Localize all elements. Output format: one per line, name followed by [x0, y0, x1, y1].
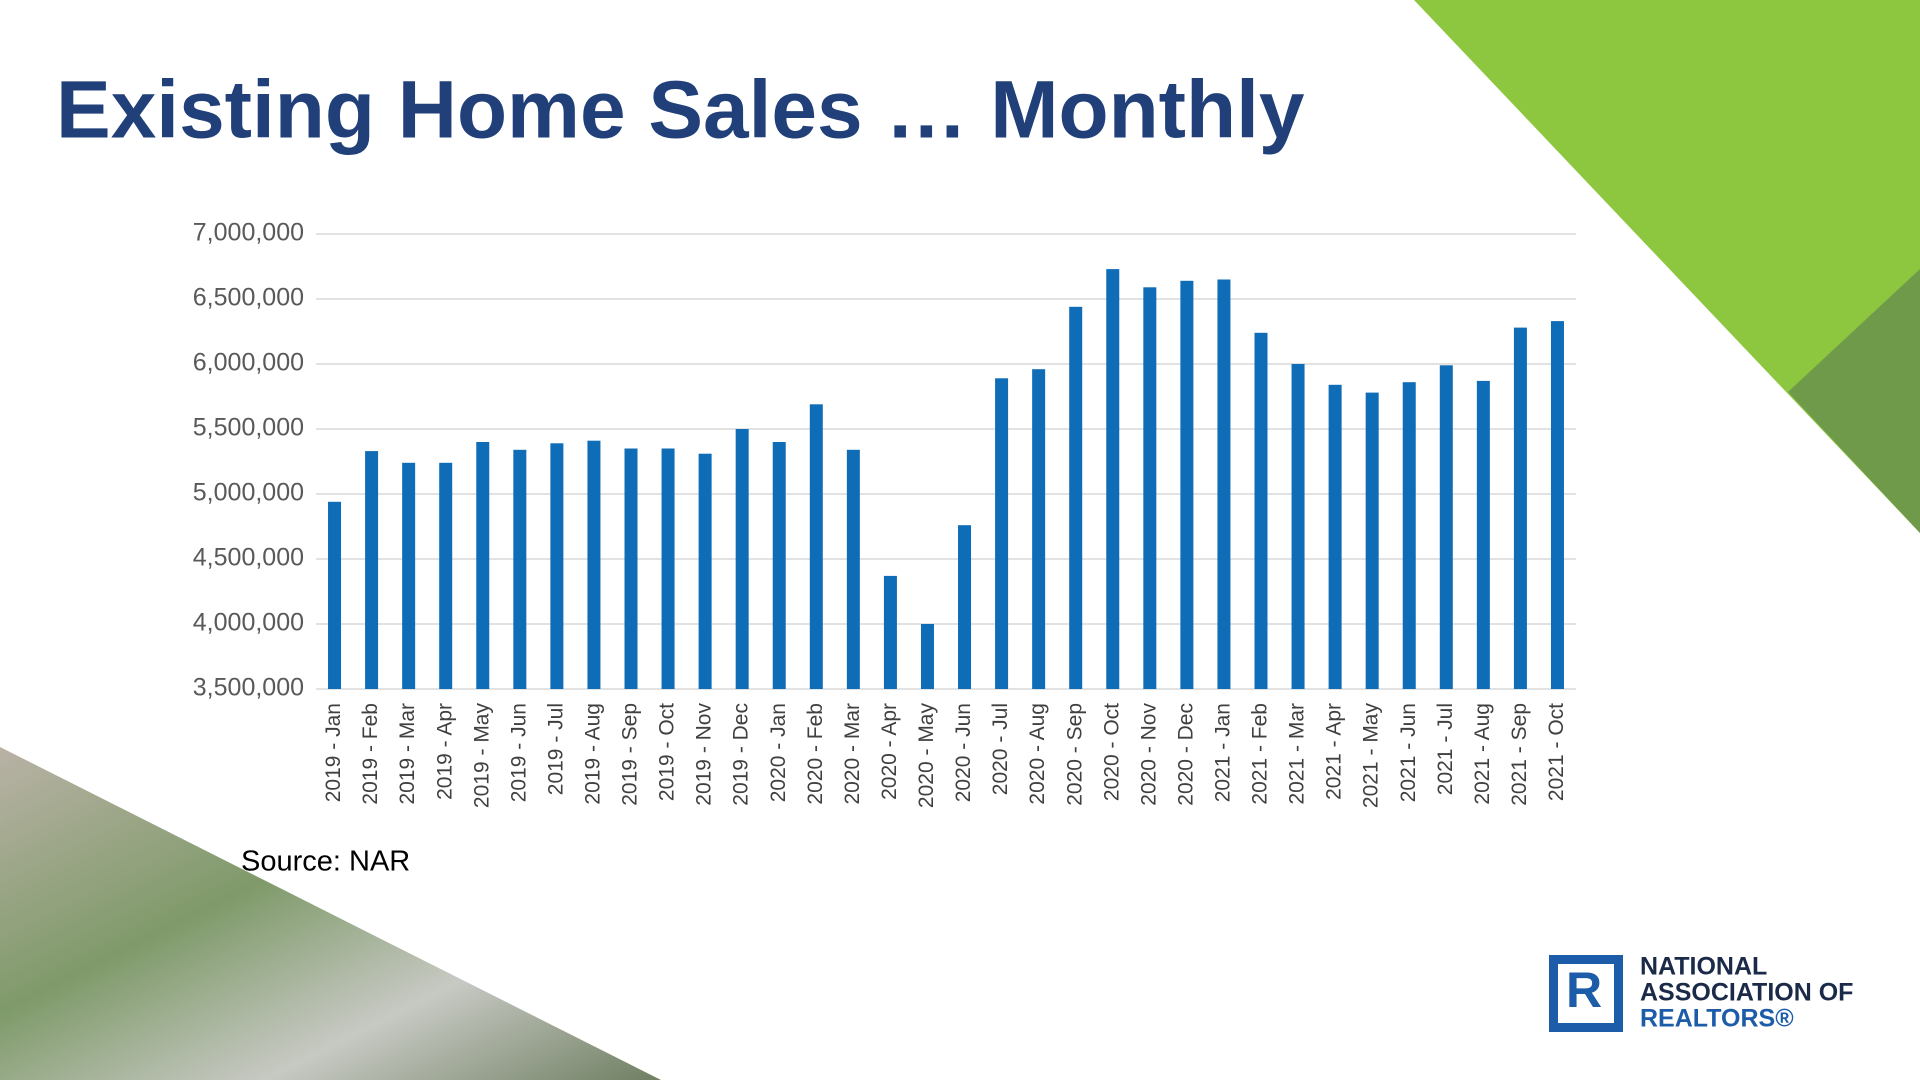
bar: [846, 449, 860, 689]
x-tick-label: 2020 - Oct: [1100, 703, 1123, 801]
bar: [698, 453, 712, 689]
decor-dark-green: [1788, 269, 1920, 533]
bar: [328, 501, 342, 689]
y-tick-label: 6,500,000: [193, 284, 304, 312]
bar: [883, 575, 897, 689]
x-tick-label: 2019 - Dec: [730, 703, 753, 806]
logo-text: ASSOCIATION OF: [1640, 979, 1853, 1007]
logo-text: REALTORS®: [1640, 1005, 1794, 1033]
y-tick-label: 6,000,000: [193, 349, 304, 377]
bar: [1328, 384, 1342, 689]
bar: [1291, 364, 1305, 689]
x-tick-label: 2021 - Oct: [1545, 703, 1568, 801]
bar: [550, 443, 564, 689]
x-tick-label: 2019 - Aug: [581, 703, 604, 805]
y-tick-label: 5,500,000: [193, 414, 304, 442]
x-tick-label: 2019 - Jul: [544, 703, 567, 795]
bar: [365, 451, 379, 689]
bar: [402, 462, 416, 689]
x-tick-label: 2019 - Apr: [433, 703, 456, 800]
bar: [1180, 280, 1194, 689]
x-tick-label: 2020 - Nov: [1137, 703, 1160, 806]
x-tick-label: 2020 - Dec: [1174, 703, 1197, 806]
x-tick-label: 2019 - Sep: [619, 703, 642, 806]
x-tick-label: 2019 - Jan: [322, 703, 345, 802]
logo-r: R: [1566, 962, 1602, 1018]
bar: [1439, 365, 1453, 689]
x-tick-label: 2019 - Oct: [656, 703, 679, 801]
bar: [1254, 332, 1268, 689]
x-tick-label: 2020 - Sep: [1063, 703, 1086, 806]
bar: [1217, 279, 1231, 689]
x-tick-label: 2020 - Jan: [767, 703, 790, 802]
bar: [995, 378, 1009, 689]
bar: [772, 442, 786, 689]
x-tick-label: 2020 - Jun: [952, 703, 975, 802]
x-tick-label: 2019 - Nov: [693, 703, 716, 806]
bar: [439, 462, 453, 689]
bar: [1032, 369, 1046, 689]
x-tick-label: 2019 - May: [470, 703, 493, 809]
logo-text: NATIONAL: [1640, 953, 1767, 981]
y-tick-label: 3,500,000: [193, 674, 304, 702]
x-tick-label: 2021 - Sep: [1508, 703, 1531, 806]
chart-title: Existing Home Sales … Monthly: [56, 65, 1305, 156]
bar: [1365, 392, 1379, 689]
decor-photo: [0, 747, 661, 1080]
y-tick-label: 4,000,000: [193, 609, 304, 637]
x-tick-label: 2019 - Mar: [396, 703, 419, 805]
x-tick-label: 2020 - Aug: [1026, 703, 1049, 805]
bar: [920, 624, 934, 689]
x-tick-label: 2021 - Jun: [1397, 703, 1420, 802]
bar: [958, 525, 972, 689]
x-tick-label: 2021 - Feb: [1249, 703, 1272, 805]
x-tick-label: 2021 - Jul: [1434, 703, 1457, 795]
bar: [735, 429, 749, 689]
bar: [1476, 380, 1490, 689]
bar: [476, 442, 490, 689]
x-tick-label: 2020 - Feb: [804, 703, 827, 805]
x-tick-label: 2020 - Mar: [841, 703, 864, 805]
x-tick-label: 2019 - Jun: [507, 703, 530, 802]
x-tick-label: 2020 - Jul: [989, 703, 1012, 795]
bar: [1106, 269, 1120, 689]
y-tick-label: 4,500,000: [193, 544, 304, 572]
x-tick-label: 2021 - May: [1360, 703, 1383, 809]
bar: [1069, 306, 1083, 689]
y-tick-label: 7,000,000: [193, 219, 304, 247]
bar: [624, 448, 638, 689]
x-tick-label: 2021 - Mar: [1286, 703, 1309, 805]
y-tick-label: 5,000,000: [193, 479, 304, 507]
bar: [513, 449, 527, 689]
bar: [1143, 287, 1157, 689]
x-tick-label: 2019 - Feb: [359, 703, 382, 805]
bar: [1513, 327, 1527, 689]
x-tick-label: 2021 - Jan: [1211, 703, 1234, 802]
bar: [1550, 321, 1564, 689]
x-tick-label: 2021 - Aug: [1471, 703, 1494, 805]
x-tick-label: 2020 - May: [915, 703, 938, 809]
logo-inner: [1558, 964, 1614, 1023]
x-tick-label: 2021 - Apr: [1323, 703, 1346, 800]
bar: [1402, 382, 1416, 689]
x-tick-label: 2020 - Apr: [878, 703, 901, 800]
bar: [587, 440, 601, 689]
source: Source: NAR: [241, 846, 410, 878]
decor-green: [1414, 0, 1920, 533]
bar: [661, 448, 675, 689]
bar: [809, 404, 823, 689]
